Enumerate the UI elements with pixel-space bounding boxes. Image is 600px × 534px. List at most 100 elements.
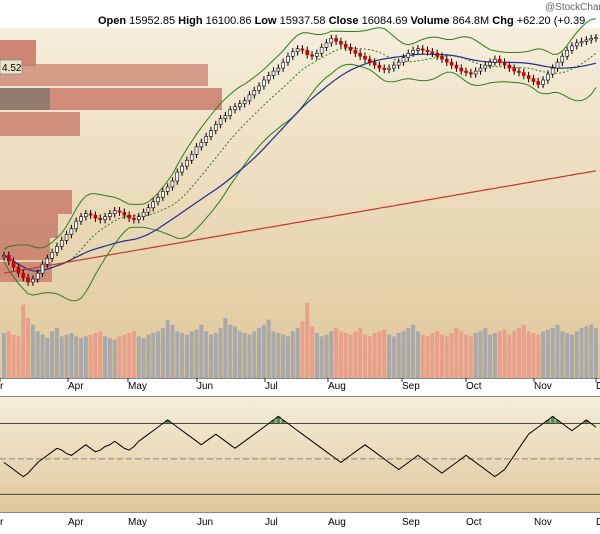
candle-body-3 (16, 266, 21, 274)
candle-body-68 (329, 38, 334, 44)
candle-body-27 (132, 217, 136, 220)
candle-body-113 (546, 73, 550, 81)
candle-body-48 (233, 106, 237, 111)
candle-body-100 (483, 64, 488, 69)
candle-body-12 (59, 240, 64, 247)
candle-body-106 (512, 67, 516, 72)
volume-bar-60 (290, 331, 295, 378)
vbp-bar-3 (0, 88, 222, 110)
volume-bar-10 (50, 331, 55, 378)
volume-bar-43 (208, 334, 213, 378)
volume-bar-30 (146, 334, 151, 378)
volume-bar-95 (459, 331, 464, 378)
candle-body-63 (305, 49, 310, 56)
candle-body-4 (21, 272, 26, 278)
volume-bar-7 (35, 331, 40, 378)
volume-bar-28 (136, 336, 141, 378)
volume-bar-50 (242, 333, 247, 378)
volume-bar-21 (103, 336, 108, 378)
volume-bar-34 (165, 319, 170, 378)
high-label: High (178, 15, 203, 27)
candle-body-76 (367, 58, 372, 63)
volume-bar-11 (54, 328, 59, 378)
candle-body-33 (161, 191, 165, 198)
rsi-panel-bg (0, 397, 600, 512)
ema20-line (3, 47, 597, 272)
candle-body-102 (493, 58, 497, 63)
volume-bar-109 (526, 331, 531, 378)
volume-bar-85 (411, 324, 416, 378)
high-value: 16100.86 (203, 15, 255, 27)
bollinger-upper-line (3, 18, 597, 250)
volume-bar-107 (516, 328, 521, 378)
volume-bar-97 (468, 336, 473, 378)
candle-body-20 (98, 217, 103, 220)
volume-bar-53 (257, 328, 262, 378)
candle-body-96 (464, 70, 468, 73)
volume-bar-23 (112, 339, 117, 378)
volume-bar-29 (141, 338, 146, 378)
chg-label: Chg (492, 15, 513, 27)
candle-body-23 (112, 210, 117, 215)
volume-bar-44 (213, 333, 218, 378)
candle-body-7 (35, 272, 40, 280)
month-label-bottom-8: Nov (534, 517, 552, 528)
volume-bar-0 (2, 333, 6, 378)
rsi-overbought-fill-113 (545, 420, 550, 424)
volume-bar-74 (358, 328, 363, 378)
candle-body-18 (88, 213, 93, 216)
volume-bar-1 (6, 331, 11, 378)
volume-bar-57 (276, 333, 281, 378)
volume-bar-110 (531, 333, 536, 378)
candle-body-2 (11, 260, 16, 268)
candle-body-85 (411, 49, 415, 54)
volume-bar-90 (435, 331, 440, 378)
candle-body-108 (522, 72, 526, 76)
candle-body-91 (440, 55, 444, 60)
candle-body-8 (40, 263, 45, 274)
candle-body-61 (295, 48, 300, 53)
volume-bar-22 (107, 338, 112, 378)
vbp-bar-dark (0, 88, 50, 110)
candle-body-6 (31, 278, 35, 283)
candle-body-69 (334, 38, 338, 42)
candle-body-70 (339, 41, 343, 45)
volume-bar-63 (305, 303, 310, 378)
volume-bar-41 (199, 324, 204, 378)
candle-body-120 (579, 41, 584, 44)
volume-bar-3 (16, 336, 21, 378)
candle-body-111 (536, 81, 541, 85)
volume-bar-25 (122, 334, 127, 378)
candle-body-47 (228, 109, 233, 116)
volume-bar-111 (536, 334, 541, 378)
volume-bar-20 (98, 331, 103, 378)
volume-bar-79 (382, 329, 387, 378)
volume-bar-8 (40, 334, 45, 378)
volume-bar-52 (252, 331, 257, 378)
volume-bar-119 (574, 331, 579, 378)
volume-bar-36 (175, 331, 180, 378)
volume-bar-82 (396, 333, 401, 378)
candle-body-26 (127, 214, 131, 219)
month-label-top-2: May (128, 381, 147, 392)
volume-bar-5 (26, 318, 31, 378)
volume-bar-96 (464, 334, 469, 378)
volume-bar-86 (415, 331, 420, 378)
volume-bar-59 (285, 336, 290, 378)
volume-bar-116 (560, 331, 565, 378)
candle-body-60 (290, 51, 295, 57)
volume-bar-84 (406, 328, 411, 378)
vbp-bar-5 (0, 190, 72, 214)
candle-body-112 (541, 79, 545, 85)
volume-bar-69 (334, 328, 339, 378)
volume-bar-26 (127, 333, 132, 378)
header-quote: Open 15952.85 High 16100.86 Low 15937.58… (98, 15, 585, 27)
volume-bar-89 (430, 333, 435, 378)
volume-bar-2 (11, 334, 16, 378)
price-label-box (0, 59, 23, 75)
volume-bar-105 (507, 334, 512, 378)
candle-body-31 (151, 201, 156, 209)
volume-bar-12 (59, 336, 64, 378)
volume-bar-66 (319, 336, 324, 378)
